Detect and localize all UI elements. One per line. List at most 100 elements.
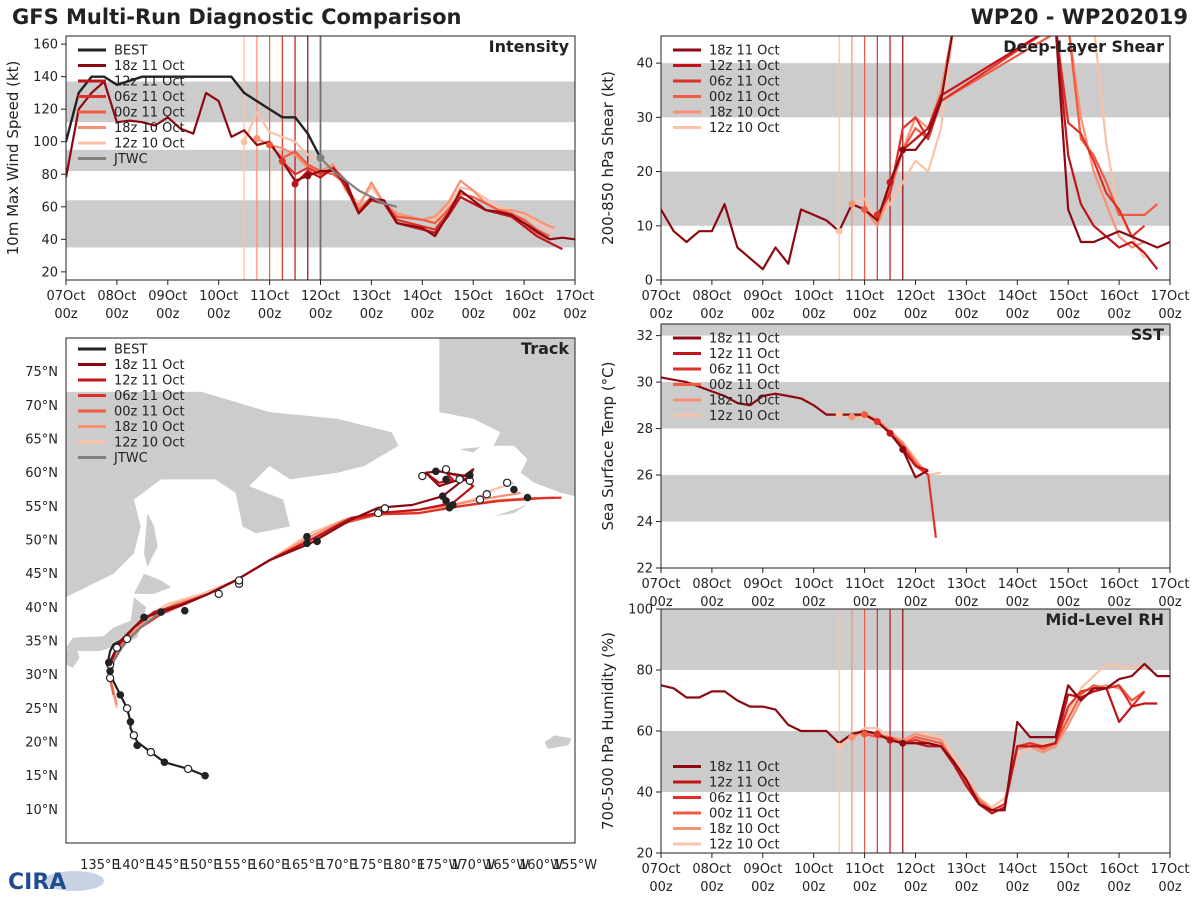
track-legend-label: 12z 11 Oct xyxy=(114,374,185,389)
track-lat-label: 30°N xyxy=(25,668,58,683)
intensity-xtick-label: 17Oct xyxy=(555,289,594,304)
sst-xtick-label: 11Oct xyxy=(845,577,884,592)
rh-init-dot xyxy=(899,739,907,747)
shear-legend-label: 18z 11 Oct xyxy=(709,44,780,59)
intensity-init-dot xyxy=(278,157,286,165)
shear-xtick-label: 11Oct xyxy=(845,289,884,304)
intensity-xtick-label: 00z xyxy=(207,307,231,322)
alaska xyxy=(439,338,575,497)
shear-xtick-label: 00z xyxy=(853,307,877,322)
st-lawrence xyxy=(459,447,480,453)
track-lon-label: 150°E xyxy=(182,858,222,873)
shear-xtick-label: 13Oct xyxy=(947,289,986,304)
sst-legend-label: 00z 11 Oct xyxy=(709,378,780,393)
intensity-ytick-label: 80 xyxy=(41,168,58,183)
intensity-series-line xyxy=(319,157,398,208)
logo-swirl-icon xyxy=(44,871,104,891)
track-filled-dot xyxy=(438,492,447,501)
sst-xtick-label: 00z xyxy=(853,595,877,610)
rh-xtick-label: 00z xyxy=(955,880,979,895)
track-panel: 135°E140°E145°E150°E155°E160°E165°E170°E… xyxy=(25,337,597,873)
intensity-init-dot xyxy=(253,134,261,142)
shear-ytick-label: 30 xyxy=(636,111,653,126)
sst-ytick-label: 28 xyxy=(636,422,653,437)
intensity-ytick-label: 120 xyxy=(33,103,58,118)
rh-init-dot xyxy=(835,742,843,750)
shear-legend-label: 12z 10 Oct xyxy=(709,121,780,136)
rh-xtick-label: 17Oct xyxy=(1150,862,1189,877)
track-filled-dot xyxy=(133,741,142,750)
intensity-ytick-label: 140 xyxy=(33,70,58,85)
sst-xtick-label: 07Oct xyxy=(641,577,680,592)
rh-xtick-label: 00z xyxy=(1107,880,1131,895)
rh-ytick-label: 60 xyxy=(636,725,653,740)
shear-xtick-label: 00z xyxy=(955,307,979,322)
shear-series-line xyxy=(876,36,1146,238)
rh-legend-label: 18z 11 Oct xyxy=(709,760,780,775)
intensity-xtick-label: 16Oct xyxy=(505,289,544,304)
rh-init-dot xyxy=(861,730,869,738)
intensity-xtick-label: 15Oct xyxy=(454,289,493,304)
rh-xtick-label: 00z xyxy=(649,880,673,895)
rh-legend-label: 06z 11 Oct xyxy=(709,791,780,806)
track-open-dot xyxy=(183,764,193,774)
track-filled-dot xyxy=(126,718,135,726)
shear-xtick-label: 14Oct xyxy=(998,289,1037,304)
shear-init-dot xyxy=(873,211,881,219)
track-lon-label: 160°E xyxy=(250,858,290,873)
shear-series-line xyxy=(838,36,1146,259)
shear-legend-label: 12z 11 Oct xyxy=(709,59,780,74)
sst-plot-area xyxy=(661,324,1170,538)
track-map-area xyxy=(66,338,575,843)
track-legend-label: 06z 11 Oct xyxy=(114,389,185,404)
shear-legend-label: 00z 11 Oct xyxy=(709,90,780,105)
title-right: WP20 - WP202019 xyxy=(971,5,1188,29)
intensity-xtick-label: 00z xyxy=(309,307,333,322)
sst-legend-label: 12z 11 Oct xyxy=(709,347,780,362)
asia-mainland xyxy=(66,391,399,598)
shear-xtick-label: 00z xyxy=(1006,307,1030,322)
shear-xtick-label: 00z xyxy=(904,307,928,322)
track-open-dot xyxy=(122,634,132,644)
intensity-series-line xyxy=(66,75,322,159)
intensity-xtick-label: 00z xyxy=(156,307,180,322)
shear-init-dot xyxy=(848,200,856,208)
track-open-dot xyxy=(373,508,383,518)
track-legend-label: JTWC xyxy=(113,451,148,466)
track-lat-label: 40°N xyxy=(25,601,58,616)
track-lat-label: 20°N xyxy=(25,736,58,751)
sst-init-dot xyxy=(886,429,894,437)
intensity-init-dot xyxy=(266,141,274,149)
intensity-xtick-label: 12Oct xyxy=(301,289,340,304)
track-title: Track xyxy=(521,339,569,358)
rh-series-line xyxy=(661,662,1170,812)
track-legend-label: 18z 10 Oct xyxy=(114,420,185,435)
track-lon-label: 180°E xyxy=(386,858,426,873)
sst-xtick-label: 12Oct xyxy=(896,577,935,592)
shear-xtick-label: 00z xyxy=(700,307,724,322)
track-open-dot xyxy=(441,465,451,474)
track-filled-dot xyxy=(140,613,148,622)
track-filled-dot xyxy=(313,537,321,546)
shear-xtick-label: 17Oct xyxy=(1150,289,1189,304)
rh-ytick-label: 40 xyxy=(636,786,653,801)
shear-series-line xyxy=(661,36,1170,271)
intensity-legend-label: 06z 11 Oct xyxy=(114,90,185,105)
intensity-legend-label: 18z 10 Oct xyxy=(114,121,185,136)
rh-xtick-label: 00z xyxy=(751,880,775,895)
track-legend-label: 00z 11 Oct xyxy=(114,405,185,420)
track-lon-label: 155°W xyxy=(553,858,597,873)
track-filled-dot xyxy=(116,691,125,699)
rh-xtick-label: 07Oct xyxy=(641,862,680,877)
track-filled-dot xyxy=(449,501,457,509)
rh-ytick-label: 80 xyxy=(636,664,653,679)
intensity-title: Intensity xyxy=(489,37,570,56)
intensity-init-dot xyxy=(291,180,299,188)
intensity-xtick-label: 13Oct xyxy=(352,289,391,304)
rh-xtick-label: 14Oct xyxy=(998,862,1037,877)
track-lon-label: 165°W xyxy=(485,858,529,873)
sst-init-dot xyxy=(835,411,843,419)
shear-xtick-label: 00z xyxy=(649,307,673,322)
intensity-xtick-label: 11Oct xyxy=(250,289,289,304)
